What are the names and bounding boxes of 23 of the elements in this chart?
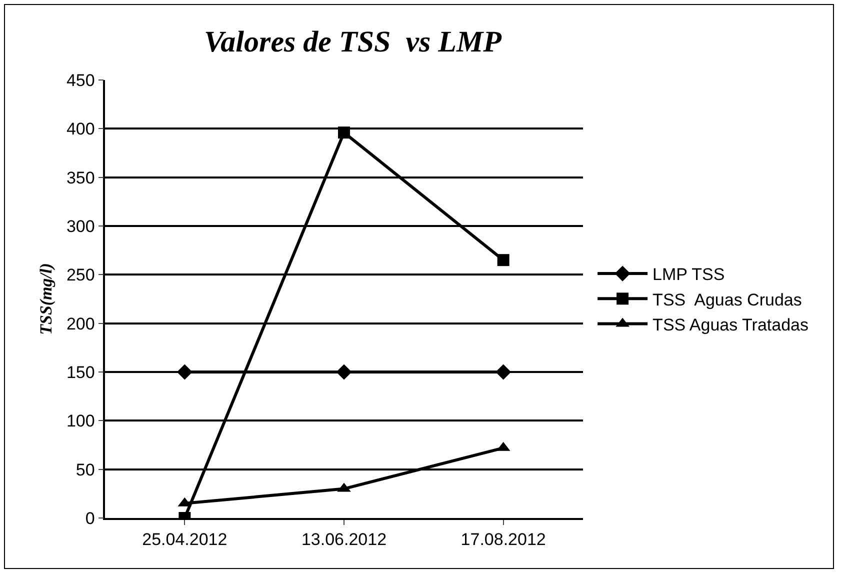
y-tick-label: 50 <box>76 460 95 480</box>
y-tick-label: 300 <box>66 216 95 236</box>
legend-label: TSS Aguas Tratadas <box>652 315 808 334</box>
y-tick-label: 350 <box>66 168 95 188</box>
point <box>176 364 192 380</box>
x-tick-label: 17.08.2012 <box>460 530 546 550</box>
legend-label: LMP TSS <box>652 265 725 284</box>
chart-title: Valores de TSS vs LMP <box>204 25 502 58</box>
point <box>336 364 352 380</box>
y-tick-label: 150 <box>66 362 95 382</box>
legend-label: TSS Aguas Crudas <box>652 290 802 310</box>
point <box>497 254 510 266</box>
y-tick-label: 0 <box>85 508 95 528</box>
point <box>496 364 512 380</box>
x-tick-label: 25.04.2012 <box>142 530 228 550</box>
y-tick-label: 100 <box>66 412 95 431</box>
point <box>338 126 350 139</box>
x-tick-label: 13.06.2012 <box>301 530 387 550</box>
y-axis-title: TSS(mg/l) <box>36 263 56 335</box>
y-tick-label: 250 <box>66 266 95 285</box>
y-tick-label: 400 <box>66 120 95 139</box>
y-tick-label: 450 <box>66 70 95 90</box>
y-tick-label: 200 <box>66 314 95 334</box>
